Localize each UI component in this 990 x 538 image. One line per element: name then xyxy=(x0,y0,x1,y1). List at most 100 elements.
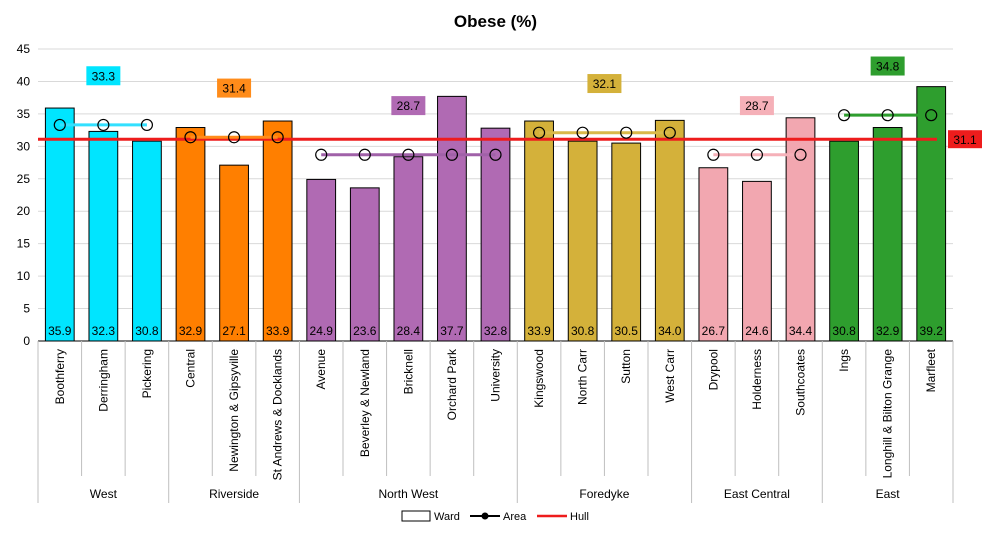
area-value-box xyxy=(587,74,622,94)
legend-area-marker xyxy=(481,512,489,520)
ward-label: Bricknell xyxy=(401,349,415,394)
legend-area-label: Area xyxy=(503,511,527,523)
area-value-label: 33.3 xyxy=(92,69,116,83)
bar-value-label: 24.6 xyxy=(745,324,769,338)
bar xyxy=(306,178,337,342)
hull-value-label: 31.1 xyxy=(953,133,977,147)
area-marker xyxy=(227,131,241,144)
bar xyxy=(567,140,598,342)
bar-value-label: 35.9 xyxy=(48,324,72,338)
area-value-box xyxy=(391,96,426,116)
bar-value-label: 32.3 xyxy=(92,324,116,338)
bar xyxy=(829,140,859,342)
ward-label: Ings xyxy=(837,349,851,372)
area-marker xyxy=(663,126,676,139)
area-value-label: 28.7 xyxy=(397,99,421,113)
ward-label: University xyxy=(489,349,503,402)
ward-label: Central xyxy=(184,349,198,388)
area-marker xyxy=(881,109,894,122)
bar-value-label: 32.9 xyxy=(179,324,203,338)
ward-label: Beverley & Newland xyxy=(358,349,372,457)
ward-label: Longhill & Bilton Grange xyxy=(881,349,895,479)
area-value-box xyxy=(86,66,121,86)
area-marker xyxy=(837,109,851,122)
area-marker xyxy=(576,126,589,139)
area-marker xyxy=(794,148,807,161)
group-label: West xyxy=(90,487,118,501)
y-tick-label: 0 xyxy=(23,334,30,348)
area-marker xyxy=(489,148,502,161)
ward-label: Derringham xyxy=(96,349,110,412)
ward-label: Avenue xyxy=(314,349,328,390)
ward-label: Boothferry xyxy=(53,349,67,404)
bar-value-label: 32.9 xyxy=(876,324,900,338)
bar xyxy=(349,187,380,342)
area-value-label: 31.4 xyxy=(222,82,246,96)
bar-value-label: 33.9 xyxy=(527,324,551,338)
bar-value-label: 34.4 xyxy=(789,324,813,338)
area-value-box xyxy=(870,56,905,76)
bar-value-label: 28.4 xyxy=(397,324,421,338)
y-tick-label: 40 xyxy=(17,74,31,88)
ward-label: Kingswood xyxy=(532,349,546,408)
bar-value-label: 30.8 xyxy=(571,324,595,338)
area-marker xyxy=(358,148,371,161)
bar-value-label: 30.8 xyxy=(135,324,159,338)
ward-label: Marfleet xyxy=(924,348,938,392)
bar xyxy=(698,167,729,342)
group-label: Foredyke xyxy=(579,487,629,501)
hull-value-box xyxy=(948,130,982,149)
group-label: Riverside xyxy=(209,487,259,501)
bar xyxy=(44,107,75,342)
bar xyxy=(916,86,947,342)
bar-value-label: 30.8 xyxy=(832,324,856,338)
bar-value-label: 39.2 xyxy=(920,324,944,338)
group-label: East xyxy=(876,487,901,501)
area-marker xyxy=(620,126,633,139)
area-marker xyxy=(925,109,938,122)
bar xyxy=(175,127,206,342)
y-tick-label: 35 xyxy=(17,107,31,121)
area-marker xyxy=(750,148,764,161)
ward-label: Pickering xyxy=(140,349,154,398)
ward-label: Holderness xyxy=(750,349,764,410)
bar-value-label: 32.8 xyxy=(484,324,508,338)
legend-ward-swatch xyxy=(401,510,431,522)
ward-label: Sutton xyxy=(619,349,633,384)
group-label: North West xyxy=(378,487,438,501)
bar xyxy=(742,180,772,342)
bar xyxy=(88,130,119,342)
area-marker xyxy=(140,118,154,132)
bar-value-label: 30.5 xyxy=(615,324,639,338)
y-tick-label: 15 xyxy=(17,237,31,251)
chart-title: Obese (%) xyxy=(454,12,537,31)
bar-value-label: 23.6 xyxy=(353,324,377,338)
ward-label: St Andrews & Docklands xyxy=(271,349,285,480)
bar xyxy=(393,156,424,342)
area-marker xyxy=(532,126,546,139)
area-marker xyxy=(97,118,110,132)
area-marker xyxy=(315,148,328,161)
y-tick-label: 5 xyxy=(23,302,30,316)
area-value-label: 32.1 xyxy=(593,77,617,91)
y-tick-label: 10 xyxy=(17,269,31,283)
y-tick-label: 25 xyxy=(17,172,31,186)
bar xyxy=(437,95,467,342)
bar xyxy=(785,117,816,342)
area-value-label: 34.8 xyxy=(876,60,900,74)
bar xyxy=(872,127,903,342)
bar-value-label: 37.7 xyxy=(440,324,464,338)
area-marker xyxy=(184,131,197,144)
bar xyxy=(524,120,554,342)
area-marker xyxy=(707,148,720,161)
ward-label: Newington & Gipsyville xyxy=(227,349,241,472)
bar xyxy=(219,164,249,342)
ward-label: West Carr xyxy=(663,349,677,403)
area-marker xyxy=(53,118,66,132)
bar-value-label: 24.9 xyxy=(310,324,334,338)
bar-value-label: 26.7 xyxy=(702,324,726,338)
bar xyxy=(611,142,642,342)
bar xyxy=(480,127,511,342)
